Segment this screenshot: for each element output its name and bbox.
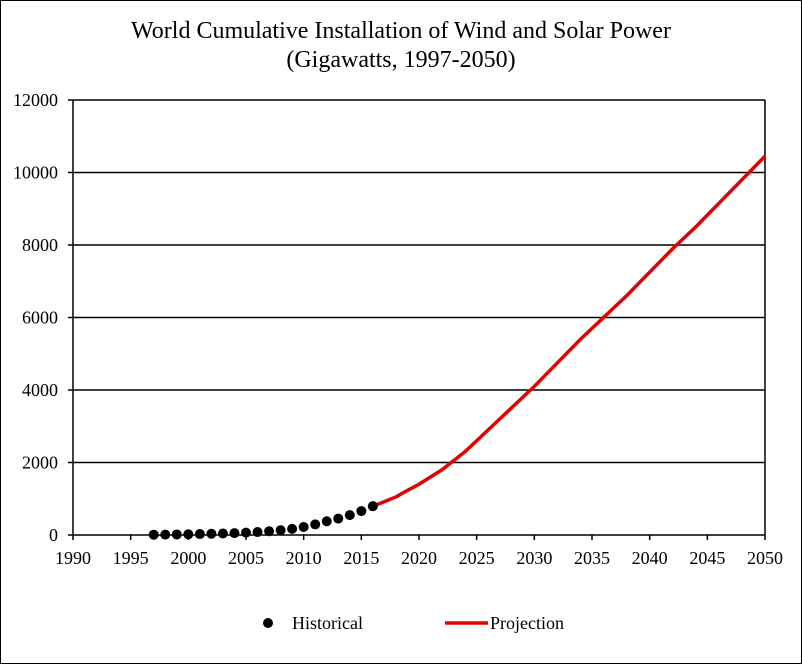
x-tick-label: 2050 [747, 548, 783, 568]
historical-point [287, 523, 298, 534]
legend-historical-label: Historical [292, 613, 363, 633]
legend-historical-marker [263, 618, 273, 628]
legend-projection-label: Projection [490, 613, 564, 633]
historical-point [264, 526, 275, 537]
y-tick-label: 10000 [13, 163, 58, 183]
historical-point [183, 529, 194, 540]
projection-line [372, 154, 767, 508]
historical-point [217, 528, 228, 539]
x-tick-label: 1995 [113, 548, 149, 568]
x-tick-label: 1990 [55, 548, 91, 568]
historical-point [148, 529, 159, 540]
legend: Historical Projection [263, 613, 564, 633]
x-tick-label: 2005 [228, 548, 264, 568]
historical-point [310, 519, 321, 530]
historical-point [321, 516, 332, 527]
y-tick-label: 2000 [22, 453, 58, 473]
y-tick-labels: 0 2000 4000 6000 8000 10000 12000 [13, 90, 73, 545]
historical-point [229, 528, 240, 539]
x-tick-label: 2040 [632, 548, 668, 568]
x-tick-label: 2000 [170, 548, 206, 568]
historical-point [356, 506, 367, 517]
historical-point [171, 529, 182, 540]
x-tick-label: 2010 [286, 548, 322, 568]
y-tick-label: 4000 [22, 380, 58, 400]
x-tick-label: 2015 [343, 548, 379, 568]
historical-point [206, 528, 217, 539]
x-tick-label: 2025 [459, 548, 495, 568]
x-tick-label: 2045 [689, 548, 725, 568]
chart-subtitle: (Gigawatts, 1997-2050) [286, 47, 515, 73]
x-tick-label: 2035 [574, 548, 610, 568]
y-tick-label: 12000 [13, 90, 58, 110]
y-tick-label: 8000 [22, 235, 58, 255]
x-tick-label: 2030 [516, 548, 552, 568]
historical-point [160, 529, 171, 540]
chart-title: World Cumulative Installation of Wind an… [131, 18, 671, 44]
historical-point [252, 527, 263, 538]
historical-point [367, 501, 378, 512]
y-tick-label: 0 [49, 525, 58, 545]
x-tick-labels: 1990 1995 2000 2005 2010 2015 2020 2025 2030 2035… [55, 535, 783, 568]
historical-point [241, 527, 251, 538]
y-tick-label: 6000 [22, 308, 58, 328]
grid-lines [73, 99, 765, 464]
historical-point [344, 510, 355, 521]
historical-point [194, 529, 205, 540]
x-tick-label: 2020 [401, 548, 437, 568]
historical-point [275, 525, 286, 536]
series [148, 154, 767, 540]
historical-point [333, 513, 344, 524]
historical-point [298, 521, 309, 532]
